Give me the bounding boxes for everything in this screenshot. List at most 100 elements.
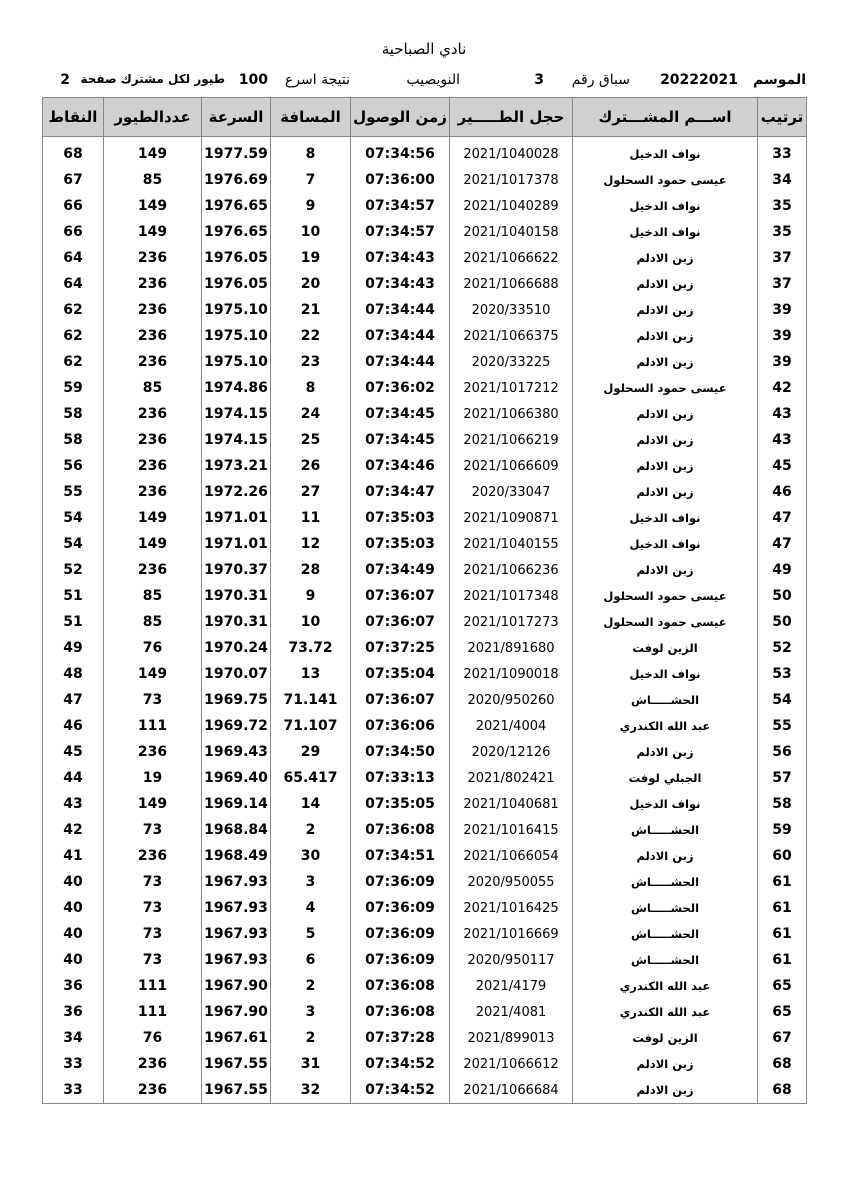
cell: 2020/33510: [449, 297, 573, 323]
cell: 58: [757, 791, 807, 817]
cell: 2020/33225: [449, 349, 573, 375]
spacer-cell: [350, 136, 450, 141]
cell: 56: [42, 453, 104, 479]
cell: 64: [42, 271, 104, 297]
cell: 07:35:03: [350, 531, 450, 557]
cell: 40: [42, 869, 104, 895]
cell: 42: [757, 375, 807, 401]
cell: 73: [103, 921, 202, 947]
per-member-label: طيور لكل مشترك صفحة: [80, 72, 225, 86]
cell: 1971.01: [201, 531, 271, 557]
cell: 1976.69: [201, 167, 271, 193]
cell: 59: [42, 375, 104, 401]
result-row: 52 الزين لوفت 2021/891680 07:37:25 73.72 1970…: [42, 635, 807, 661]
cell: نواف الدخيل: [572, 531, 758, 557]
result-row: 61 الحشـــــاش 2020/950055 07:36:09 3 1967.93…: [42, 869, 807, 895]
cell: 1969.75: [201, 687, 271, 713]
cell: 45: [757, 453, 807, 479]
cell: 1970.31: [201, 583, 271, 609]
cell: 2021/802421: [449, 765, 573, 791]
cell: 33: [42, 1051, 104, 1077]
cell: 25: [270, 427, 351, 453]
cell: الزين لوفت: [572, 1025, 758, 1051]
result-row: 68 زبن الادلم 2021/1066684 07:34:52 32 1967.5…: [42, 1077, 807, 1104]
cell: 12: [270, 531, 351, 557]
cell: 26: [270, 453, 351, 479]
result-row: 39 زبن الادلم 2020/33510 07:34:44 21 1975.10 2…: [42, 297, 807, 323]
cell: 36: [42, 973, 104, 999]
cell: 59: [757, 817, 807, 843]
cell: 1973.21: [201, 453, 271, 479]
cell: 2021/1066688: [449, 271, 573, 297]
cell: 55: [757, 713, 807, 739]
cell: 236: [103, 349, 202, 375]
cell: 2021/4179: [449, 973, 573, 999]
cell: عيسى حمود السحلول: [572, 167, 758, 193]
cell: 2021/1017378: [449, 167, 573, 193]
cell: 07:37:25: [350, 635, 450, 661]
cell: 1974.15: [201, 401, 271, 427]
cell: 07:36:02: [350, 375, 450, 401]
cell: زبن الادلم: [572, 739, 758, 765]
column-header: عددالطيور: [103, 97, 202, 137]
cell: 2021/1066375: [449, 323, 573, 349]
cell: 62: [42, 349, 104, 375]
cell: 2020/12126: [449, 739, 573, 765]
cell: 61: [757, 947, 807, 973]
cell: 1968.84: [201, 817, 271, 843]
cell: 07:35:04: [350, 661, 450, 687]
birds-limit: 100: [238, 72, 268, 88]
cell: 24: [270, 401, 351, 427]
cell: 2021/1040155: [449, 531, 573, 557]
cell: 73.72: [270, 635, 351, 661]
cell: 236: [103, 1077, 202, 1104]
cell: 21: [270, 297, 351, 323]
result-row: 59 الحشـــــاش 2021/1016415 07:36:08 2 1968.8…: [42, 817, 807, 843]
cell: 6: [270, 947, 351, 973]
result-row: 56 زبن الادلم 2020/12126 07:34:50 29 1969.43 2…: [42, 739, 807, 765]
cell: 149: [103, 661, 202, 687]
cell: 149: [103, 791, 202, 817]
cell: 236: [103, 479, 202, 505]
cell: 1970.07: [201, 661, 271, 687]
cell: الحشـــــاش: [572, 687, 758, 713]
results-table: ترتيب اســـم المشـــترك حجل الطـــــير زمن …: [42, 97, 807, 1104]
cell: 19: [270, 245, 351, 271]
cell: 1969.40: [201, 765, 271, 791]
cell: 71.141: [270, 687, 351, 713]
cell: 1970.31: [201, 609, 271, 635]
cell: 2021/1066684: [449, 1077, 573, 1104]
cell: 236: [103, 271, 202, 297]
spacer-cell: [270, 136, 351, 141]
spacer-cell: [757, 136, 807, 141]
cell: عيسى حمود السحلول: [572, 609, 758, 635]
cell: 2020/950055: [449, 869, 573, 895]
cell: 236: [103, 1051, 202, 1077]
result-row: 35 نواف الدخيل 2021/1040289 07:34:57 9 1976.6…: [42, 193, 807, 219]
cell: 42: [42, 817, 104, 843]
cell: 52: [42, 557, 104, 583]
spacer-cell: [42, 136, 104, 141]
cell: عبد الله الكندري: [572, 999, 758, 1025]
cell: 3: [270, 999, 351, 1025]
cell: 19: [103, 765, 202, 791]
cell: 67: [42, 167, 104, 193]
cell: 61: [757, 895, 807, 921]
column-header: ترتيب: [757, 97, 807, 137]
cell: 1969.72: [201, 713, 271, 739]
cell: 07:34:45: [350, 427, 450, 453]
cell: الحشـــــاش: [572, 895, 758, 921]
result-row: 55 عبد الله الكندري 2021/4004 07:36:06 71.10…: [42, 713, 807, 739]
cell: نواف الدخيل: [572, 141, 758, 167]
page-number: 2: [60, 72, 70, 88]
cell: زبن الادلم: [572, 557, 758, 583]
cell: 2021/891680: [449, 635, 573, 661]
cell: 2021/899013: [449, 1025, 573, 1051]
cell: 1975.10: [201, 297, 271, 323]
cell: 2021/1040028: [449, 141, 573, 167]
cell: 3: [270, 869, 351, 895]
cell: 1967.93: [201, 895, 271, 921]
result-row: 37 زبن الادلم 2021/1066622 07:34:43 19 1976.0…: [42, 245, 807, 271]
cell: 39: [757, 323, 807, 349]
cell: 48: [42, 661, 104, 687]
